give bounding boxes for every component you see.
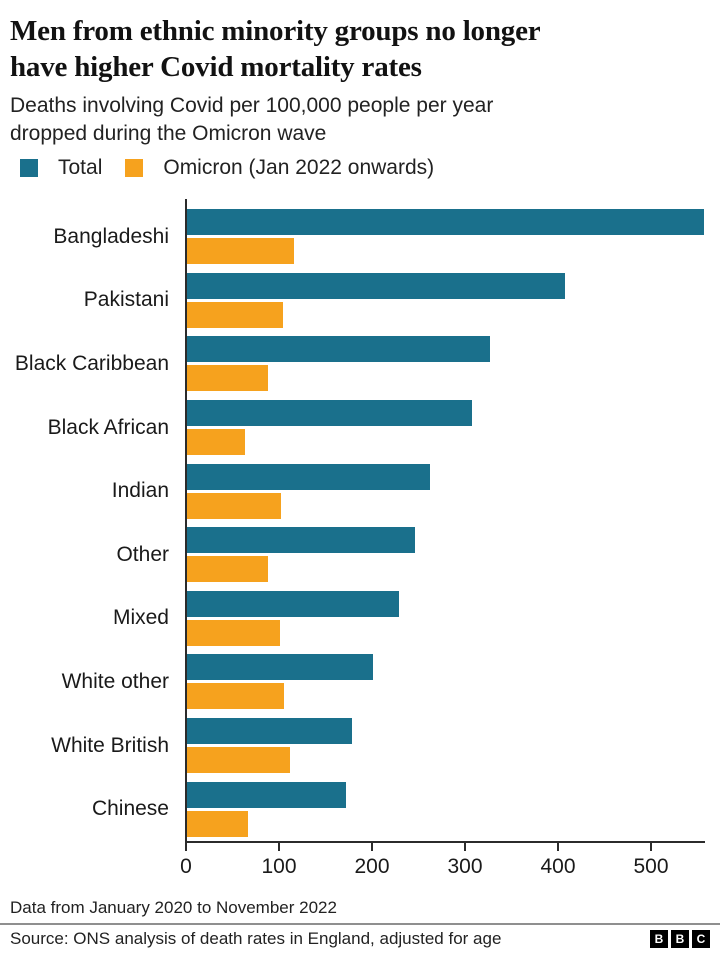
bar-group bbox=[187, 272, 720, 328]
bar-group bbox=[187, 654, 720, 710]
x-tick-mark bbox=[557, 843, 559, 851]
x-tick-label: 200 bbox=[354, 855, 390, 878]
bar-group bbox=[187, 463, 720, 519]
chart-row: Chinese bbox=[0, 777, 720, 841]
bar-group bbox=[187, 590, 720, 646]
bbc-logo-block: B bbox=[671, 930, 689, 948]
category-label: Mixed bbox=[112, 606, 169, 630]
bar-total bbox=[187, 654, 373, 681]
legend-label-omicron: Omicron (Jan 2022 onwards) bbox=[163, 156, 435, 179]
category-label: White British bbox=[51, 733, 169, 757]
chart-rows: Bangladeshi Pakistani Black Caribbean Black… bbox=[0, 205, 720, 841]
y-axis-line bbox=[185, 199, 187, 843]
bar-group bbox=[187, 209, 720, 265]
chart-row: White other bbox=[0, 650, 720, 714]
category-label: White other bbox=[61, 669, 169, 693]
bar-group bbox=[187, 718, 720, 774]
x-tick-mark bbox=[650, 843, 652, 851]
bar-group bbox=[187, 336, 720, 392]
bar-omicron bbox=[187, 365, 268, 392]
bar-chart: Bangladeshi Pakistani Black Caribbean Black… bbox=[0, 199, 720, 905]
category-label: Black Caribbean bbox=[14, 351, 169, 375]
bar-total bbox=[187, 527, 415, 554]
x-tick-label: 500 bbox=[633, 855, 669, 878]
chart-row: Indian bbox=[0, 459, 720, 523]
footer-divider bbox=[0, 923, 720, 925]
x-tick-label: 400 bbox=[540, 855, 576, 878]
bar-total bbox=[187, 209, 704, 236]
chart-subtitle: Deaths involving Covid per 100,000 peopl… bbox=[10, 94, 494, 145]
bar-group bbox=[187, 527, 720, 583]
legend: Total Omicron (Jan 2022 onwards) bbox=[20, 156, 457, 180]
chart-title: Men from ethnic minority groups no longe… bbox=[10, 15, 541, 83]
legend-swatch-omicron bbox=[125, 159, 144, 177]
category-label: Bangladeshi bbox=[53, 224, 169, 248]
bar-omicron bbox=[187, 683, 284, 710]
bar-omicron bbox=[187, 238, 294, 265]
x-axis-line bbox=[186, 841, 705, 843]
source-row: Source: ONS analysis of death rates in E… bbox=[10, 929, 710, 949]
bar-total bbox=[187, 463, 430, 490]
chart-row: Black Caribbean bbox=[0, 332, 720, 396]
bar-total bbox=[187, 718, 352, 745]
legend-label-total: Total bbox=[58, 156, 103, 179]
legend-item-total: Total bbox=[20, 156, 102, 180]
bar-omicron bbox=[187, 810, 248, 837]
chart-row: Pakistani bbox=[0, 269, 720, 333]
category-label: Black African bbox=[47, 415, 169, 439]
bar-total bbox=[187, 272, 565, 299]
bar-total bbox=[187, 336, 490, 363]
legend-swatch-total bbox=[20, 159, 38, 177]
category-label: Other bbox=[116, 542, 169, 566]
chart-row: White British bbox=[0, 714, 720, 778]
bar-omicron bbox=[187, 556, 268, 583]
bbc-logo-block: C bbox=[692, 930, 710, 948]
bbc-logo-block: B bbox=[650, 930, 668, 948]
x-tick-mark bbox=[278, 843, 280, 851]
legend-item-omicron: Omicron (Jan 2022 onwards) bbox=[125, 156, 434, 180]
x-tick-mark bbox=[185, 843, 187, 851]
bar-total bbox=[187, 400, 472, 427]
category-label: Pakistani bbox=[83, 288, 169, 312]
category-label: Chinese bbox=[91, 797, 169, 821]
bar-total bbox=[187, 781, 346, 808]
source-text: Source: ONS analysis of death rates in E… bbox=[10, 929, 502, 948]
x-tick-label: 0 bbox=[180, 855, 192, 878]
bar-omicron bbox=[187, 619, 280, 646]
x-tick-label: 300 bbox=[447, 855, 483, 878]
chart-row: Bangladeshi bbox=[0, 205, 720, 269]
bar-omicron bbox=[187, 747, 290, 774]
bar-omicron bbox=[187, 301, 283, 328]
chart-row: Other bbox=[0, 523, 720, 587]
bar-group bbox=[187, 400, 720, 456]
x-tick-label: 100 bbox=[261, 855, 297, 878]
category-label: Indian bbox=[111, 479, 169, 503]
bar-omicron bbox=[187, 429, 245, 456]
footnote: Data from January 2020 to November 2022 bbox=[10, 898, 337, 917]
bar-group bbox=[187, 781, 720, 837]
bar-omicron bbox=[187, 492, 281, 519]
chart-row: Black African bbox=[0, 396, 720, 460]
bar-total bbox=[187, 590, 399, 617]
x-tick-mark bbox=[371, 843, 373, 851]
chart-row: Mixed bbox=[0, 587, 720, 651]
x-tick-mark bbox=[464, 843, 466, 851]
